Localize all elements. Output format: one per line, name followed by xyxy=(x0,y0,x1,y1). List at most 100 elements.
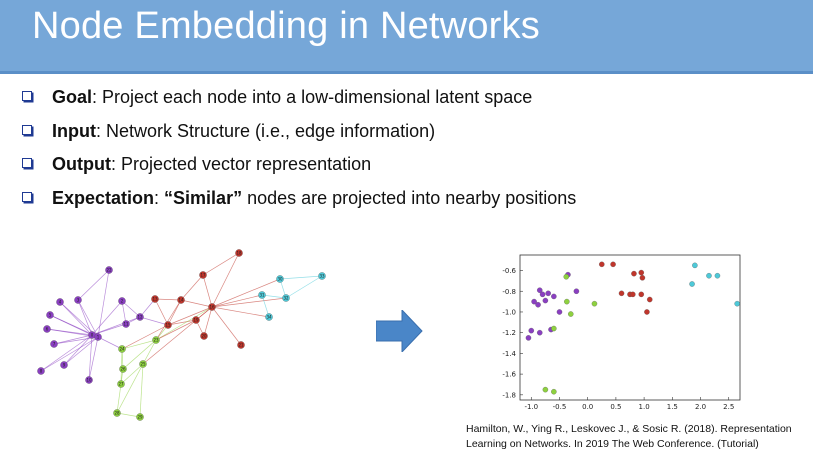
graph-node-label: 19 xyxy=(193,317,199,322)
graph-node: 32 xyxy=(282,294,290,302)
graph-node-circle xyxy=(117,380,125,388)
graph-node-circle xyxy=(122,320,130,328)
graph-node-circle xyxy=(37,367,45,375)
graph-edge xyxy=(121,324,169,350)
graph-node-circle xyxy=(118,345,126,353)
graph-node-circle xyxy=(276,275,284,283)
scatter-point xyxy=(639,275,646,281)
graph-node-circle xyxy=(46,311,54,319)
graph-node-label: 15 xyxy=(165,322,171,327)
graph-edge xyxy=(59,301,99,338)
x-tick-label: 1.0 xyxy=(639,403,650,411)
x-tick-label: 2.0 xyxy=(695,403,706,411)
graph-node: 21 xyxy=(237,341,245,349)
graph-node-label: 0 xyxy=(91,332,94,337)
scatter-point xyxy=(568,311,574,317)
scatter-point xyxy=(591,300,598,307)
title-bar: Node Embedding in Networks xyxy=(0,0,813,74)
scatter-point xyxy=(734,300,740,307)
graph-node-label: 14 xyxy=(178,297,184,302)
graph-node-label: 33 xyxy=(319,273,325,278)
graph-node-circle xyxy=(235,249,243,257)
scatter-point xyxy=(573,288,580,295)
graph-node-circle xyxy=(151,295,159,303)
scatter-point xyxy=(551,325,557,332)
graph-edge xyxy=(91,316,141,336)
graph-edge xyxy=(53,334,93,345)
scatter-point xyxy=(646,296,653,303)
graph-edge xyxy=(120,363,144,385)
graph-node-label: 26 xyxy=(120,366,126,371)
graph-edge xyxy=(77,269,110,301)
scatter-point xyxy=(551,293,557,300)
graph-node-label: 27 xyxy=(118,381,124,386)
bullet-input: Input: Network Structure (i.e., edge inf… xyxy=(22,118,802,152)
graph-edge xyxy=(121,300,127,325)
y-tick-label: -1.8 xyxy=(502,391,516,399)
graph-edge xyxy=(261,294,270,318)
y-axis-ticks: -0.6 -0.8 -1.0 -1.2 -1.4 -1.6 -1.8 xyxy=(502,267,523,399)
checkbox-bullet-icon xyxy=(22,191,32,202)
bullet-text-rest: nodes are projected into nearby position… xyxy=(242,187,577,208)
graph-node: 13 xyxy=(151,295,159,303)
graph-edge xyxy=(139,298,156,318)
y-tick-label: -1.4 xyxy=(502,350,516,358)
scatter-point xyxy=(618,290,625,297)
graph-node: 12 xyxy=(136,313,144,321)
graph-node-circle xyxy=(113,409,121,417)
graph-edge xyxy=(285,275,323,299)
scatter-point xyxy=(638,291,645,298)
graph-node-circle xyxy=(74,296,82,304)
graph-node: 29 xyxy=(136,413,144,421)
graph-edge xyxy=(180,274,204,301)
graph-node-label: 24 xyxy=(119,346,125,351)
graph-edge xyxy=(279,275,323,280)
checkbox-bullet-icon xyxy=(22,91,32,101)
scatter-point xyxy=(563,273,570,280)
graph-node-circle xyxy=(118,297,126,305)
graph-edge xyxy=(261,294,287,299)
x-tick-label: 1.5 xyxy=(667,403,678,411)
graph-node-label: 1 xyxy=(97,334,100,339)
graph-node-circle xyxy=(318,272,326,280)
graph-edge xyxy=(155,299,182,341)
graph-edge xyxy=(40,336,99,372)
graph-node: 28 xyxy=(113,409,121,417)
graph-node-circle xyxy=(237,341,245,349)
graph-node-label: 2 xyxy=(121,298,124,303)
y-tick-label: -1.2 xyxy=(502,329,516,337)
scatter-point xyxy=(714,272,721,279)
graph-node-circle xyxy=(94,333,102,341)
graph-node-circle xyxy=(164,321,172,329)
graph-node-label: 7 xyxy=(53,341,56,346)
graph-node-label: 28 xyxy=(114,410,120,415)
bullet-goal: Goal: Project each node into a low-dimen… xyxy=(22,84,802,118)
graph-node-circle xyxy=(43,325,51,333)
graph-node-label: 23 xyxy=(153,337,159,342)
embedding-scatter-plot: -1.0 -0.5 0.0 0.5 1.0 1.5 2.0 2.5 -0.6-0.8-1.0-… xyxy=(502,254,741,411)
bullet-label: Input xyxy=(52,120,96,141)
graph-node-label: 5 xyxy=(49,312,52,317)
scatter-point xyxy=(528,327,535,334)
scatter-point xyxy=(531,298,537,305)
graph-edge xyxy=(97,336,123,350)
graph-node-circle xyxy=(136,313,144,321)
graph-edge xyxy=(211,306,242,346)
bullet-label: Goal xyxy=(52,87,93,107)
graph-node-circle xyxy=(85,376,93,384)
graph-node-label: 13 xyxy=(152,296,158,301)
graph-node-circle xyxy=(177,296,185,304)
graph-node-label: 34 xyxy=(266,314,272,319)
scatter-point xyxy=(536,287,543,293)
y-tick-label: -1.0 xyxy=(502,308,516,316)
graph-edge xyxy=(167,299,182,326)
graph-node-circle xyxy=(199,271,207,279)
graph-edge xyxy=(116,363,144,414)
bullet-text: : Network Structure (i.e., edge informat… xyxy=(95,120,436,141)
graph-node-label: 32 xyxy=(283,295,289,300)
graph-node: 2 xyxy=(118,297,126,305)
graph-node-label: 8 xyxy=(40,368,43,373)
graph-node-circle xyxy=(105,266,113,274)
graph-node: 24 xyxy=(118,345,126,353)
graph-edge xyxy=(122,339,157,370)
